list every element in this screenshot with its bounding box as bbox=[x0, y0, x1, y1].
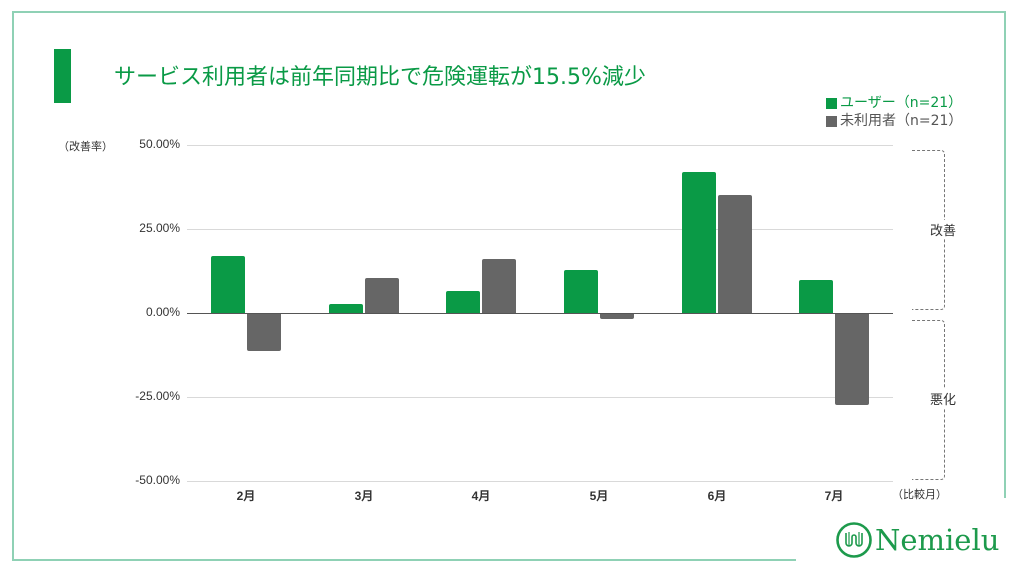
x-tick-label: 2月 bbox=[236, 489, 256, 503]
y-tick-label: -50.00% bbox=[135, 473, 180, 487]
frame-border-left bbox=[12, 11, 14, 561]
x-axis-unit-label: （比較月） bbox=[892, 488, 947, 501]
frame-border-bottom bbox=[12, 559, 796, 561]
legend-item-nonusers: 未利用者（n=21） bbox=[826, 112, 962, 130]
bar-users bbox=[329, 304, 363, 313]
x-tick-label: 5月 bbox=[589, 489, 609, 503]
bar-nonusers bbox=[365, 278, 399, 313]
chart-legend: ユーザー（n=21） 未利用者（n=21） bbox=[826, 94, 962, 130]
zero-baseline bbox=[187, 313, 893, 314]
title-accent-bar bbox=[54, 49, 71, 103]
legend-label-nonusers: 未利用者（n=21） bbox=[840, 113, 963, 129]
frame-border-top bbox=[12, 11, 1006, 13]
page-title: サービス利用者は前年同期比で危険運転が15.5%減少 bbox=[114, 65, 646, 90]
frame-border-right bbox=[1004, 11, 1006, 498]
bar-nonusers bbox=[600, 314, 634, 319]
legend-label-users: ユーザー（n=21） bbox=[840, 95, 963, 111]
bar-users bbox=[211, 256, 245, 313]
y-axis-label: （改善率） bbox=[58, 140, 113, 153]
legend-swatch-nonusers bbox=[826, 115, 837, 127]
bar-users bbox=[446, 291, 480, 313]
gridline bbox=[187, 397, 893, 398]
bar-users bbox=[682, 172, 716, 313]
gridline bbox=[187, 481, 893, 482]
y-tick-label: 25.00% bbox=[139, 221, 180, 235]
brand-logo: Nemielu bbox=[835, 521, 999, 559]
x-tick-label: 3月 bbox=[354, 489, 374, 503]
x-tick-label: 7月 bbox=[824, 489, 844, 503]
bar-users bbox=[564, 270, 598, 313]
gridline bbox=[187, 145, 893, 146]
bar-nonusers bbox=[718, 195, 752, 313]
bar-nonusers bbox=[482, 259, 516, 313]
x-tick-label: 6月 bbox=[707, 489, 727, 503]
legend-swatch-users bbox=[826, 97, 837, 109]
x-tick-label: 4月 bbox=[471, 489, 491, 503]
logo-text: Nemielu bbox=[875, 523, 1000, 557]
legend-item-users: ユーザー（n=21） bbox=[826, 94, 962, 112]
bar-nonusers bbox=[835, 314, 869, 405]
y-tick-label: 50.00% bbox=[139, 137, 180, 151]
bar-users bbox=[799, 280, 833, 313]
y-tick-label: 0.00% bbox=[145, 305, 180, 319]
y-tick-label: -25.00% bbox=[135, 389, 180, 403]
logo-emblem-icon bbox=[836, 522, 872, 558]
bar-nonusers bbox=[247, 314, 281, 351]
worsen-label: 悪化 bbox=[918, 389, 968, 408]
gridline bbox=[187, 229, 893, 230]
improve-label: 改善 bbox=[918, 220, 968, 239]
